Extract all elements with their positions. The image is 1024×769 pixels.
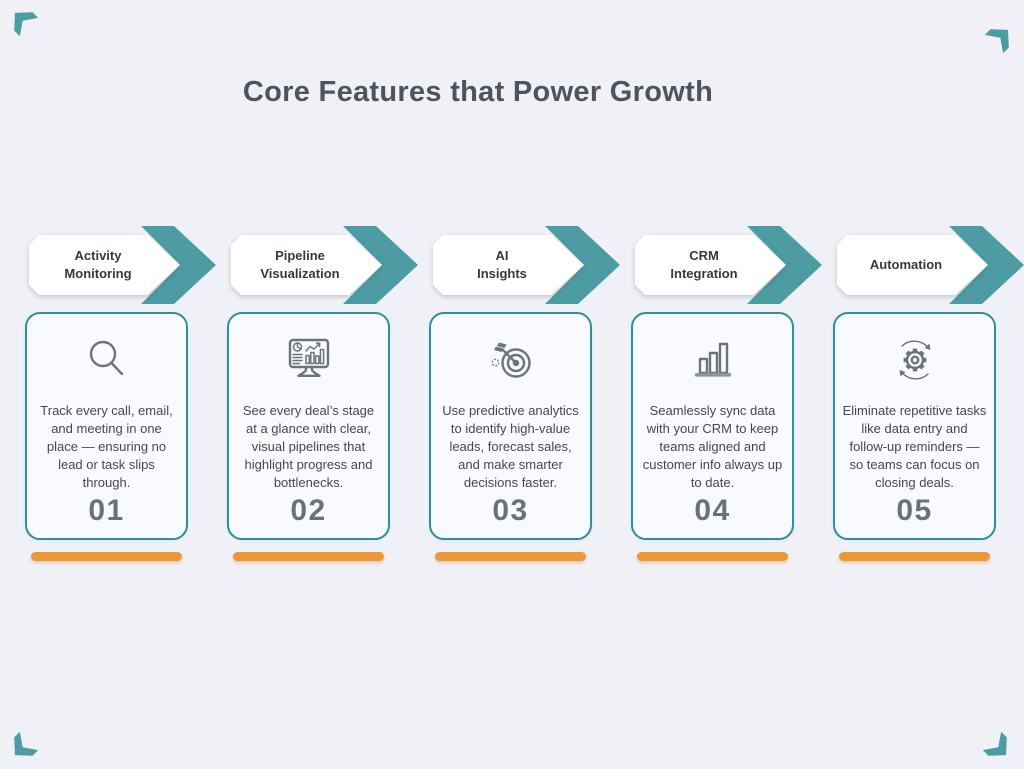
orange-underline-bar	[839, 552, 990, 561]
orange-underline-bar	[31, 552, 182, 561]
feature-number: 05	[896, 494, 933, 527]
feature-title: AI Insights	[477, 247, 527, 281]
orange-underline-bar	[637, 552, 788, 561]
page-title: Core Features that Power Growth	[242, 76, 714, 108]
feature-title: Automation	[869, 256, 943, 272]
feature-card: CRM Integration Seamlessly sync data wit…	[631, 225, 822, 561]
feature-description: See every deal’s stage at a glance with …	[242, 403, 375, 490]
features-row: Activity Monitoring Track every call, em…	[25, 225, 1024, 561]
dashboard-chart-icon	[282, 332, 336, 388]
banner-arrow-icon	[433, 226, 620, 304]
banner-arrow-icon	[231, 226, 418, 304]
feature-description: Seamlessly sync data with your CRM to ke…	[642, 403, 783, 490]
feature-description: Use predictive analytics to identify hig…	[442, 403, 579, 490]
orange-underline-bar	[435, 552, 586, 561]
feature-title: Activity Monitoring	[64, 247, 132, 281]
feature-body: Eliminate repetitive tasks like data ent…	[833, 312, 996, 540]
feature-card: AI Insights Use predictive analytics to …	[429, 225, 620, 561]
banner-arrow-icon	[29, 226, 216, 304]
corner-chevron-icon	[1, 727, 43, 769]
feature-header: Automation	[833, 225, 1024, 305]
feature-description: Track every call, email, and meeting in …	[40, 403, 173, 490]
feature-title: CRM Integration	[670, 247, 738, 281]
feature-header: Activity Monitoring	[25, 225, 216, 305]
feature-body: See every deal’s stage at a glance with …	[227, 312, 390, 540]
feature-header: Pipeline Visualization	[227, 225, 418, 305]
feature-number: 04	[694, 494, 731, 527]
target-dart-icon	[484, 332, 538, 388]
feature-header: CRM Integration	[631, 225, 822, 305]
banner-arrow-icon	[635, 226, 822, 304]
feature-card: Pipeline Visualization	[227, 225, 418, 561]
feature-body: Use predictive analytics to identify hig…	[429, 312, 592, 540]
corner-chevron-icon	[1, 0, 43, 41]
orange-underline-bar	[233, 552, 384, 561]
magnifier-icon	[81, 332, 133, 388]
feature-card: Automation	[833, 225, 1024, 561]
feature-number: 03	[492, 494, 529, 527]
feature-number: 02	[290, 494, 327, 527]
feature-header: AI Insights	[429, 225, 620, 305]
corner-chevron-icon	[978, 727, 1020, 769]
corner-chevron-icon	[980, 16, 1022, 58]
feature-number: 01	[88, 494, 125, 527]
gear-sync-icon	[888, 332, 942, 388]
feature-body: Track every call, email, and meeting in …	[25, 312, 188, 540]
feature-description: Eliminate repetitive tasks like data ent…	[842, 403, 987, 490]
banner-arrow-icon	[837, 226, 1024, 304]
feature-body: Seamlessly sync data with your CRM to ke…	[631, 312, 794, 540]
feature-card: Activity Monitoring Track every call, em…	[25, 225, 216, 561]
bar-chart-icon	[686, 332, 740, 388]
feature-title: Pipeline Visualization	[260, 247, 340, 281]
